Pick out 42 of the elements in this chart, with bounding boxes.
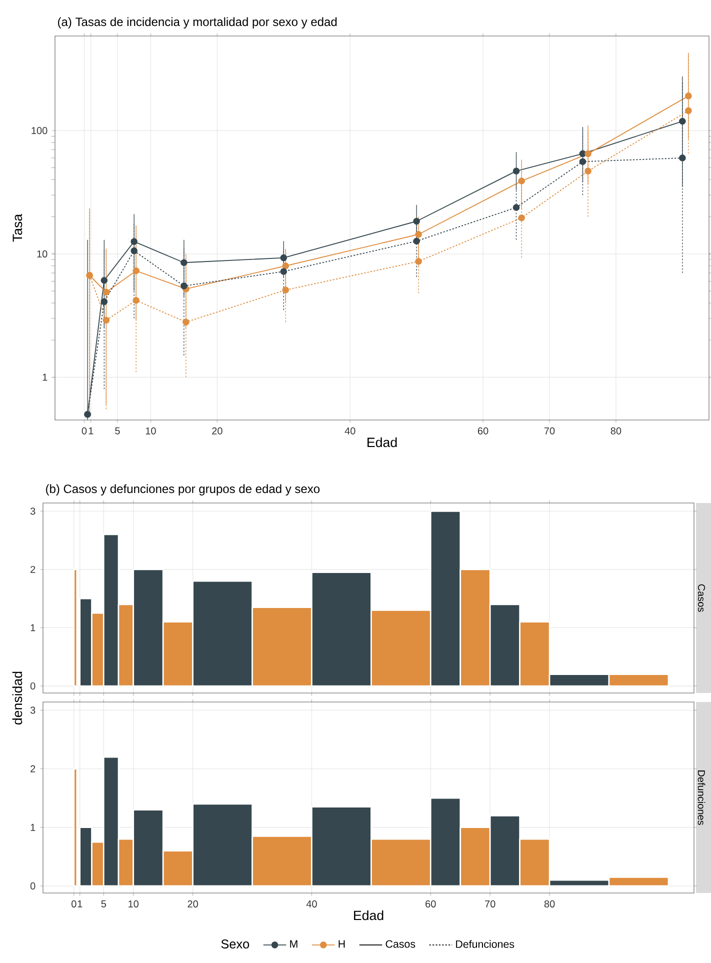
x-tick-label: 60 [426, 900, 436, 908]
y-axis-title: densidad [12, 672, 22, 724]
x-tick-label: 0 [82, 427, 87, 434]
y-tick-label: 1 [30, 624, 36, 632]
x-tick-label: 0 [72, 900, 76, 908]
y-tick-label: 2 [30, 765, 36, 772]
x-tick-label: 1 [88, 427, 94, 434]
text: Casos [386, 940, 416, 948]
x-tick-label: 40 [344, 427, 356, 434]
chart-title: (b) Casos y defunciones por grupos de edad y sexo [46, 484, 320, 496]
y-axis-title: Tasa [12, 214, 22, 242]
x-tick-label: 20 [212, 427, 222, 434]
y-tick-label: 1 [30, 824, 36, 831]
legend-label: H [338, 940, 345, 948]
text: Defunciones [456, 940, 514, 948]
x-tick-label: 80 [544, 900, 555, 908]
x-tick-label: 10 [146, 427, 156, 434]
x-tick-label: 1 [78, 900, 82, 908]
x-tick-label: 20 [188, 900, 198, 908]
y-tick-label: 2 [30, 566, 36, 573]
x-tick-label: 80 [610, 427, 622, 434]
x-tick-label: 5 [101, 900, 106, 908]
legend-title: Sexo [221, 940, 250, 948]
y-tick-label: 3 [30, 706, 36, 714]
y-tick-label: 0 [30, 882, 36, 890]
x-tick-label: 5 [115, 427, 120, 434]
x-axis-title: Edad [354, 910, 384, 920]
y-tick-label: 100 [32, 127, 48, 134]
text: Casos [698, 584, 706, 612]
x-tick-label: 60 [478, 427, 488, 434]
x-tick-label: 70 [544, 427, 555, 434]
chart-title: (a) Tasas de incidencia y mortalidad por sexo y edad [58, 17, 337, 28]
y-tick-label: 3 [30, 508, 36, 515]
text: Defunciones [698, 770, 706, 825]
y-tick-label: 0 [30, 682, 36, 690]
x-axis-title: Edad [368, 437, 397, 448]
x-tick-label: 40 [306, 900, 317, 908]
y-tick-label: 10 [37, 250, 48, 258]
y-tick-label: 1 [42, 374, 48, 381]
x-tick-label: 10 [128, 900, 139, 908]
x-tick-label: 70 [485, 900, 496, 908]
legend-label: M [290, 940, 298, 948]
